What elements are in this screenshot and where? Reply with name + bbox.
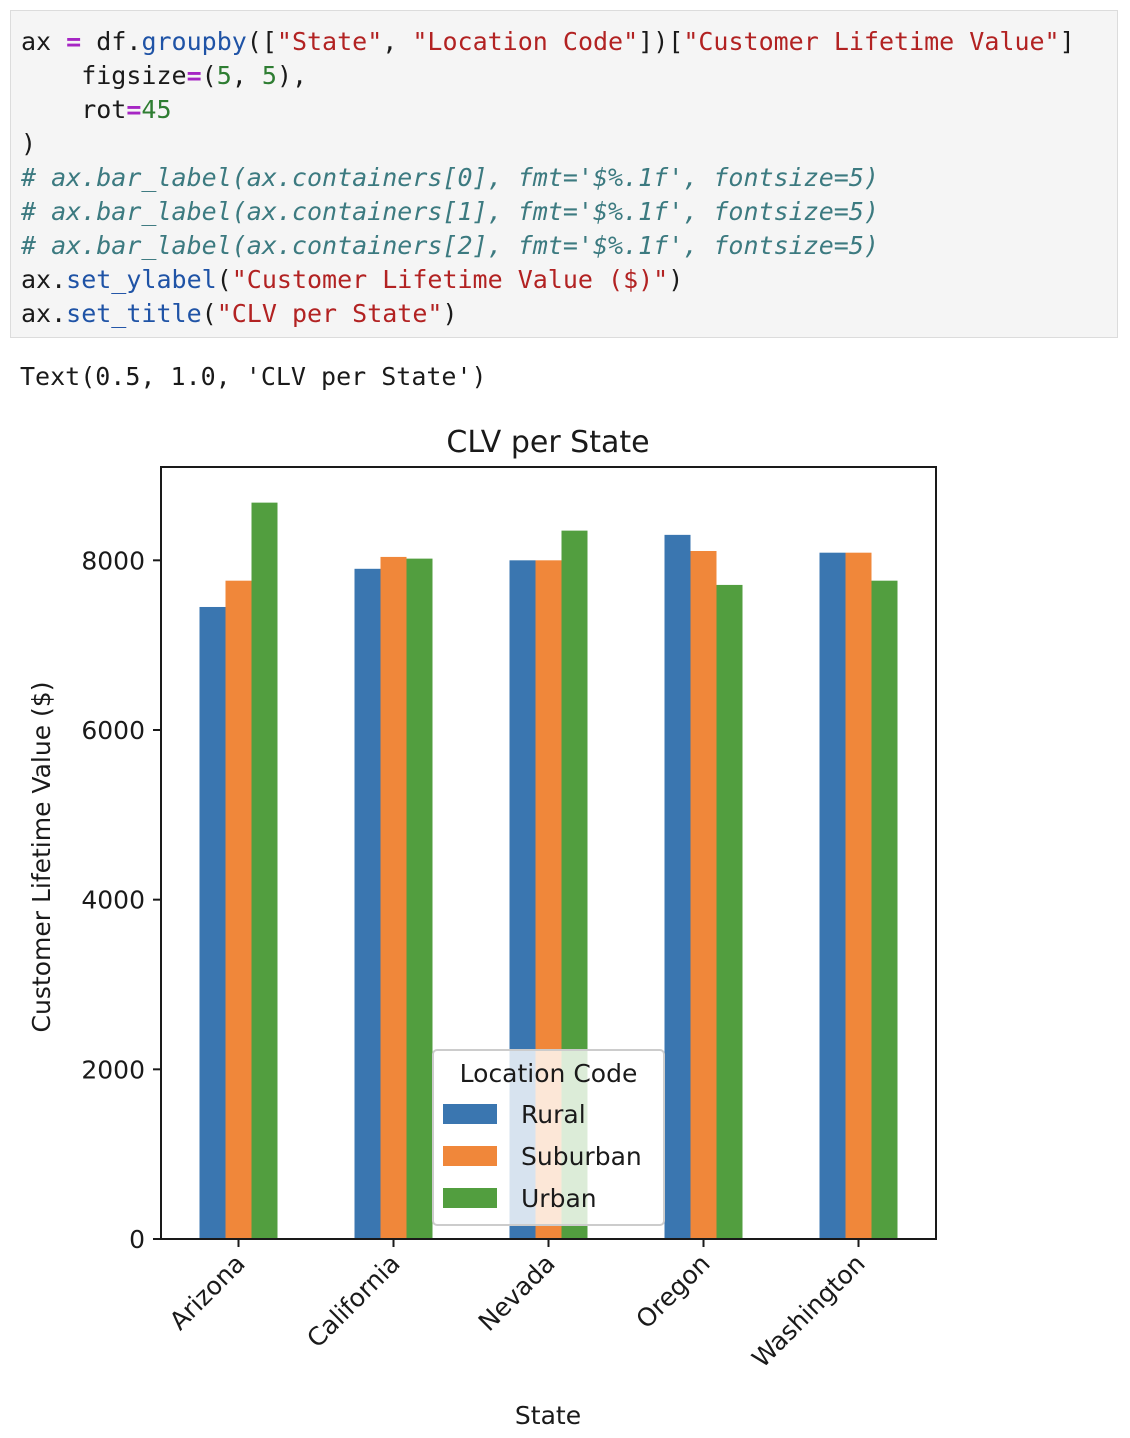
code-token: ), <box>276 61 308 90</box>
code-line: figsize=(5, 5), <box>21 59 1117 93</box>
code-cell[interactable]: ax = df.groupby(["State", "Location Code… <box>10 10 1118 338</box>
code-token: ax. <box>21 265 67 294</box>
x-tick-label: Washington <box>746 1249 870 1373</box>
legend-label-rural: Rural <box>521 1100 586 1129</box>
cell-output-text: Text(0.5, 1.0, 'CLV per State') <box>20 362 487 391</box>
legend-label-suburban: Suburban <box>521 1142 642 1171</box>
code-token: "CLV per State" <box>216 299 443 328</box>
y-axis-label: Customer Lifetime Value ($) <box>27 682 56 1033</box>
x-axis-label: State <box>515 1401 581 1430</box>
bar-suburban-oregon <box>690 550 717 1239</box>
code-token: figsize <box>21 61 187 90</box>
code-token: 5 <box>216 61 232 90</box>
x-tick-label: Oregon <box>630 1249 715 1334</box>
code-token: = <box>126 95 142 124</box>
y-tick-label: 6000 <box>81 716 145 745</box>
bar-urban-california <box>406 558 433 1239</box>
code-token: set_title <box>66 299 202 328</box>
code-token: ( <box>201 61 217 90</box>
code-token: ])[ <box>638 27 684 56</box>
code-token: "State" <box>276 27 383 56</box>
bar-urban-oregon <box>716 584 743 1239</box>
code-token: ax <box>21 27 67 56</box>
code-line: ax.set_ylabel("Customer Lifetime Value (… <box>21 263 1117 297</box>
y-tick-label: 4000 <box>81 886 145 915</box>
code-token: = <box>66 27 82 56</box>
code-token: ] <box>1059 27 1075 56</box>
chart-legend: Location Code Rural Suburban Urban <box>432 1049 665 1226</box>
code-token: ax. <box>21 299 67 328</box>
code-token: set_ylabel <box>66 265 217 294</box>
code-token: groupby <box>141 27 247 56</box>
code-token: rot <box>21 95 127 124</box>
chart-title: CLV per State <box>446 425 649 460</box>
code-token: df. <box>81 27 142 56</box>
code-line: # ax.bar_label(ax.containers[1], fmt='$%… <box>21 195 1117 229</box>
code-token: 5 <box>261 61 277 90</box>
bar-rural-arizona <box>199 606 226 1239</box>
code-token: ) <box>668 265 684 294</box>
code-token: ( <box>216 265 232 294</box>
code-token: # ax.bar_label(ax.containers[2], fmt='$%… <box>21 231 879 260</box>
bar-rural-oregon <box>664 534 691 1239</box>
code-line: # ax.bar_label(ax.containers[2], fmt='$%… <box>21 229 1117 263</box>
bar-suburban-washington <box>845 552 872 1239</box>
code-line: rot=45 <box>21 93 1117 127</box>
bar-urban-washington <box>871 580 898 1239</box>
code-token: = <box>186 61 202 90</box>
code-line: # ax.bar_label(ax.containers[0], fmt='$%… <box>21 161 1117 195</box>
legend-swatch-suburban <box>443 1146 497 1166</box>
code-token: ( <box>201 299 217 328</box>
code-line: ) <box>21 127 1117 161</box>
bar-rural-washington <box>819 552 846 1239</box>
x-tick-label: Arizona <box>164 1249 251 1336</box>
legend-swatch-urban <box>443 1188 497 1208</box>
legend-box <box>432 1049 665 1226</box>
code-token: # ax.bar_label(ax.containers[1], fmt='$%… <box>21 197 879 226</box>
code-token: 45 <box>141 95 172 124</box>
code-token: "Customer Lifetime Value ($)" <box>231 265 669 294</box>
y-tick-label: 8000 <box>81 546 145 575</box>
code-token: , <box>231 61 262 90</box>
code-token: ) <box>442 299 458 328</box>
bar-rural-california <box>354 568 381 1239</box>
code-token: ([ <box>246 27 277 56</box>
code-token: ) <box>21 129 37 158</box>
legend-label-urban: Urban <box>521 1184 597 1213</box>
bar-urban-arizona <box>251 502 278 1240</box>
code-token: "Location Code" <box>412 27 639 56</box>
code-token: , <box>382 27 413 56</box>
bar-chart: CLV per State Customer Lifetime Value ($… <box>27 425 937 1430</box>
legend-swatch-rural <box>443 1104 497 1124</box>
code-line: ax = df.groupby(["State", "Location Code… <box>21 25 1117 59</box>
bar-suburban-arizona <box>225 580 252 1239</box>
y-tick-label: 2000 <box>81 1055 145 1084</box>
legend-title: Location Code <box>460 1059 638 1088</box>
x-tick-label: California <box>301 1249 405 1353</box>
code-token: "Customer Lifetime Value" <box>683 27 1060 56</box>
code-token: # ax.bar_label(ax.containers[0], fmt='$%… <box>21 163 879 192</box>
code-line: ax.set_title("CLV per State") <box>21 297 1117 331</box>
x-tick-label: Nevada <box>473 1249 561 1337</box>
y-tick-label: 0 <box>129 1225 145 1254</box>
bar-suburban-california <box>380 556 407 1239</box>
